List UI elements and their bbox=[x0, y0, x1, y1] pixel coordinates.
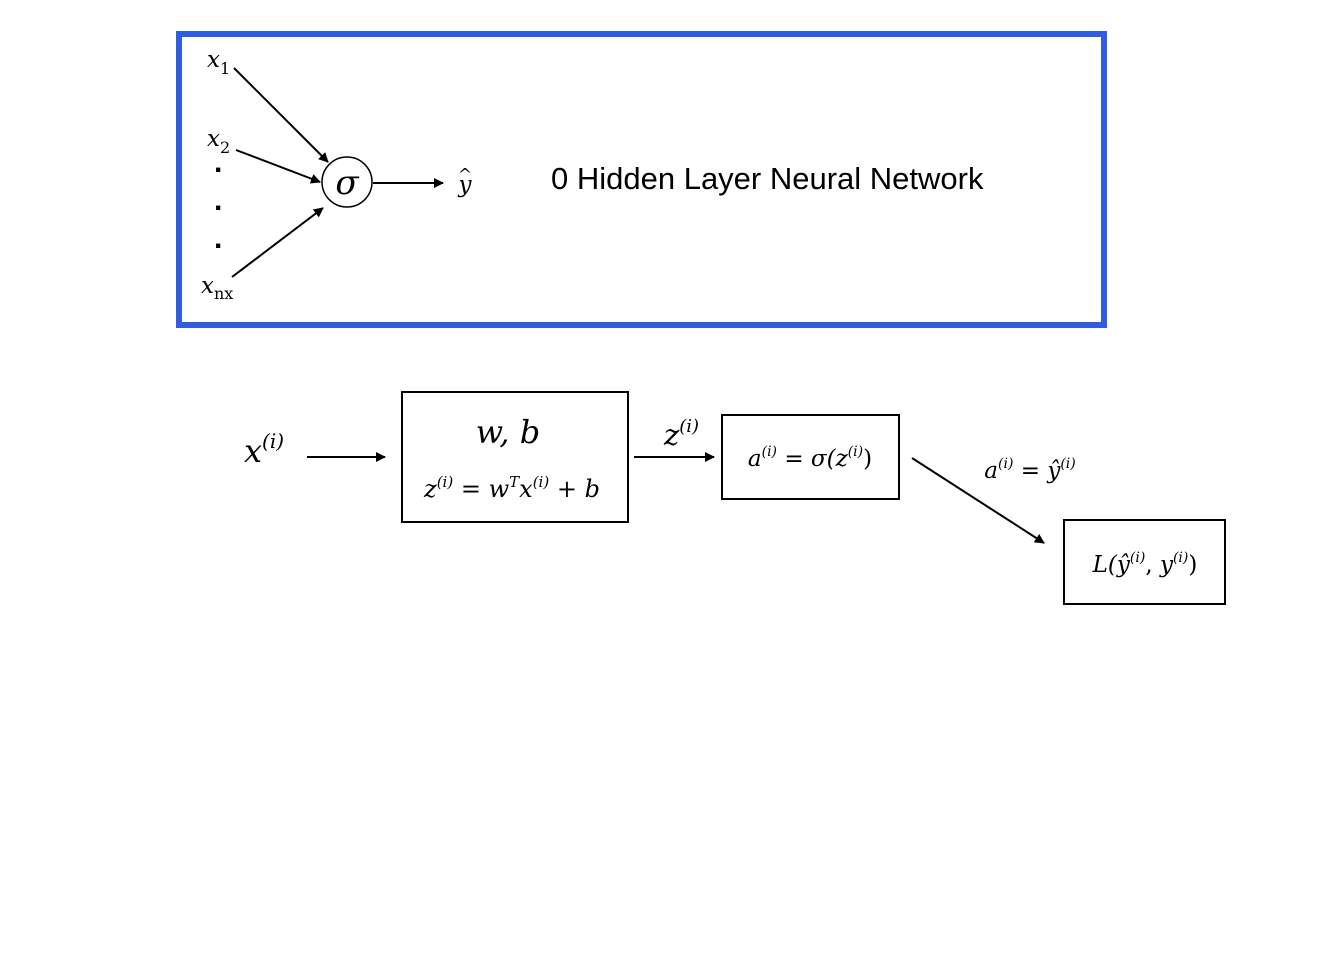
pipeline-input-label: x(i) bbox=[244, 429, 284, 470]
input-xnx-label: xnx bbox=[201, 273, 233, 303]
network-panel: x1 x2 . . . xnx σ ^ y 0 Hidden Layer Neu… bbox=[179, 34, 1104, 325]
a-edge-label: a(i) = ŷ(i) bbox=[984, 456, 1075, 484]
neuron-sigma-symbol: σ bbox=[335, 163, 359, 203]
pipeline: x(i) w, b z(i) = wTx(i) + b z(i) a(i) = … bbox=[244, 392, 1225, 604]
arrow-xnx-to-neuron bbox=[232, 208, 323, 277]
ellipsis-dot-1: . bbox=[214, 146, 222, 179]
output-yhat-label: y bbox=[458, 172, 473, 198]
params-label: w, b bbox=[476, 413, 540, 451]
loss-equation: L(ŷ(i), y(i)) bbox=[1092, 550, 1198, 578]
linear-equation: z(i) = wTx(i) + b bbox=[423, 473, 600, 503]
network-title: 0 Hidden Layer Neural Network bbox=[551, 161, 984, 196]
arrow-x2-to-neuron bbox=[236, 150, 320, 182]
input-x1-label: x1 bbox=[207, 47, 230, 78]
ellipsis-dot-2: . bbox=[214, 184, 222, 217]
ellipsis-dot-3: . bbox=[214, 222, 222, 255]
activation-equation: a(i) = σ(z(i)) bbox=[748, 444, 872, 472]
arrow-x1-to-neuron bbox=[234, 68, 328, 162]
z-edge-label: z(i) bbox=[663, 416, 699, 452]
